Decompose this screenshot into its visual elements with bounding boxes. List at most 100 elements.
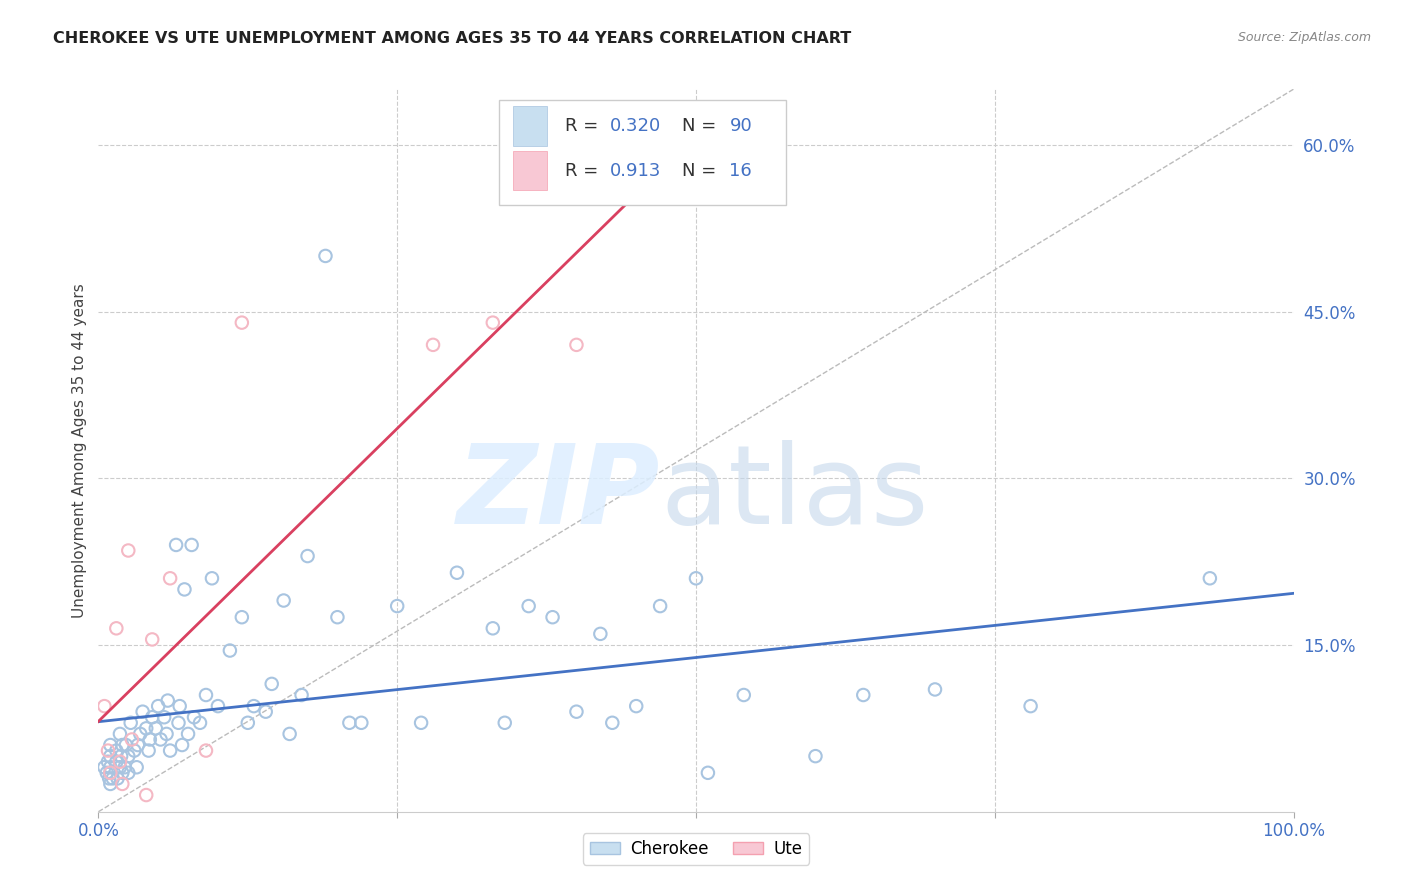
Point bbox=[236, 715, 259, 730]
Point bbox=[149, 732, 172, 747]
Point bbox=[188, 715, 211, 730]
Point bbox=[135, 788, 157, 802]
Point bbox=[481, 316, 505, 330]
Point bbox=[626, 699, 648, 714]
Point bbox=[697, 765, 720, 780]
Text: ZIP: ZIP bbox=[457, 441, 661, 548]
Point bbox=[169, 699, 191, 714]
Text: N =: N = bbox=[682, 117, 721, 135]
Point bbox=[156, 693, 179, 707]
Text: 90: 90 bbox=[730, 117, 752, 135]
Point bbox=[924, 682, 946, 697]
Point bbox=[385, 599, 409, 613]
Point bbox=[195, 743, 218, 757]
Point bbox=[1199, 571, 1222, 585]
Point bbox=[108, 755, 131, 769]
Point bbox=[148, 699, 170, 714]
Point bbox=[167, 715, 190, 730]
Point bbox=[139, 732, 162, 747]
Point bbox=[141, 710, 163, 724]
Point bbox=[98, 772, 121, 786]
Point bbox=[111, 738, 134, 752]
Point bbox=[121, 732, 143, 747]
Point bbox=[93, 760, 115, 774]
Point bbox=[111, 777, 134, 791]
Point bbox=[173, 582, 195, 597]
Point bbox=[129, 727, 152, 741]
Point bbox=[411, 715, 433, 730]
Point bbox=[180, 538, 202, 552]
Point bbox=[111, 765, 134, 780]
Text: 0.320: 0.320 bbox=[610, 117, 661, 135]
Y-axis label: Unemployment Among Ages 35 to 44 years: Unemployment Among Ages 35 to 44 years bbox=[72, 283, 87, 618]
Point bbox=[183, 710, 205, 724]
Point bbox=[98, 765, 122, 780]
Point bbox=[105, 755, 128, 769]
Point bbox=[1019, 699, 1042, 714]
Point bbox=[494, 715, 516, 730]
Point bbox=[326, 610, 349, 624]
Point bbox=[541, 610, 564, 624]
Point bbox=[108, 760, 131, 774]
Point bbox=[446, 566, 468, 580]
Point bbox=[131, 705, 153, 719]
Text: N =: N = bbox=[682, 161, 721, 180]
Text: Source: ZipAtlas.com: Source: ZipAtlas.com bbox=[1237, 31, 1371, 45]
Point bbox=[165, 538, 187, 552]
Point bbox=[648, 599, 672, 613]
Point bbox=[291, 688, 314, 702]
Point bbox=[350, 715, 373, 730]
Point bbox=[145, 722, 167, 736]
Point bbox=[297, 549, 319, 563]
Point bbox=[98, 738, 122, 752]
Point bbox=[231, 610, 253, 624]
Point bbox=[177, 727, 200, 741]
Point bbox=[98, 760, 122, 774]
Point bbox=[115, 738, 138, 752]
Point bbox=[108, 727, 131, 741]
FancyBboxPatch shape bbox=[513, 151, 547, 190]
Point bbox=[153, 710, 176, 724]
Point bbox=[117, 765, 139, 780]
Point bbox=[481, 621, 505, 635]
Point bbox=[231, 316, 253, 330]
Point bbox=[804, 749, 827, 764]
Point bbox=[278, 727, 301, 741]
Point bbox=[117, 749, 139, 764]
Point bbox=[120, 715, 142, 730]
Point bbox=[219, 643, 242, 657]
Point bbox=[98, 749, 122, 764]
Point bbox=[852, 688, 875, 702]
Text: 16: 16 bbox=[730, 161, 752, 180]
Point bbox=[254, 705, 277, 719]
Text: CHEROKEE VS UTE UNEMPLOYMENT AMONG AGES 35 TO 44 YEARS CORRELATION CHART: CHEROKEE VS UTE UNEMPLOYMENT AMONG AGES … bbox=[53, 31, 852, 46]
Point bbox=[273, 593, 295, 607]
Point bbox=[101, 772, 124, 786]
Point bbox=[135, 722, 157, 736]
Point bbox=[105, 621, 128, 635]
Point bbox=[315, 249, 337, 263]
Point bbox=[97, 755, 120, 769]
Legend: Cherokee, Ute: Cherokee, Ute bbox=[583, 833, 808, 865]
Point bbox=[98, 777, 122, 791]
Point bbox=[117, 543, 139, 558]
Point bbox=[172, 738, 194, 752]
FancyBboxPatch shape bbox=[513, 106, 547, 145]
Point bbox=[127, 738, 149, 752]
Point bbox=[159, 743, 181, 757]
Point bbox=[105, 743, 128, 757]
Point bbox=[243, 699, 266, 714]
Text: R =: R = bbox=[565, 117, 603, 135]
Point bbox=[201, 571, 224, 585]
Point bbox=[125, 760, 148, 774]
Point bbox=[260, 677, 283, 691]
Point bbox=[159, 571, 181, 585]
Text: R =: R = bbox=[565, 161, 603, 180]
Point bbox=[422, 338, 444, 352]
Point bbox=[96, 765, 118, 780]
Point bbox=[97, 743, 120, 757]
Point bbox=[93, 699, 115, 714]
Point bbox=[155, 727, 177, 741]
Point bbox=[138, 743, 160, 757]
FancyBboxPatch shape bbox=[499, 100, 786, 205]
